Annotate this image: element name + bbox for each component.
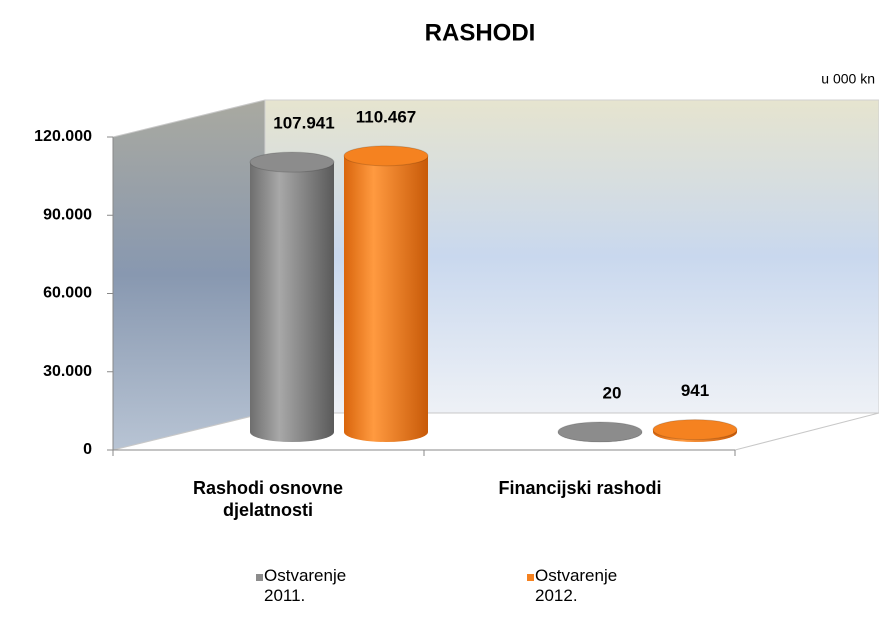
legend-label: Ostvarenje 2012. — [535, 566, 618, 605]
side-wall — [112, 99, 266, 451]
legend-swatch — [256, 574, 263, 581]
y-tick-label: 60.000 — [43, 285, 92, 302]
legend-label: Ostvarenje 2011. — [264, 566, 347, 605]
y-tick-label: 0 — [83, 441, 92, 458]
bar-top — [249, 151, 335, 173]
bar-body — [250, 162, 334, 442]
data-label: 110.467 — [356, 107, 417, 126]
data-label: 941 — [681, 381, 709, 400]
data-label: 107.941 — [273, 114, 334, 133]
y-tick-label: 30.000 — [43, 363, 92, 380]
y-tick-label: 90.000 — [43, 206, 92, 223]
x-tick-label: Rashodi osnovne djelatnosti — [192, 478, 344, 520]
bar-top — [652, 419, 738, 441]
legend-swatch — [527, 574, 534, 581]
bar-body — [344, 155, 428, 442]
data-label: 20 — [603, 383, 622, 402]
unit-label: u 000 kn — [821, 71, 875, 87]
bar-top — [343, 145, 429, 167]
x-tick-label: Financijski rashodi — [498, 478, 662, 498]
bar-top — [557, 421, 643, 443]
chart-title: RASHODI — [425, 19, 536, 46]
y-tick-label: 120.000 — [34, 128, 92, 145]
